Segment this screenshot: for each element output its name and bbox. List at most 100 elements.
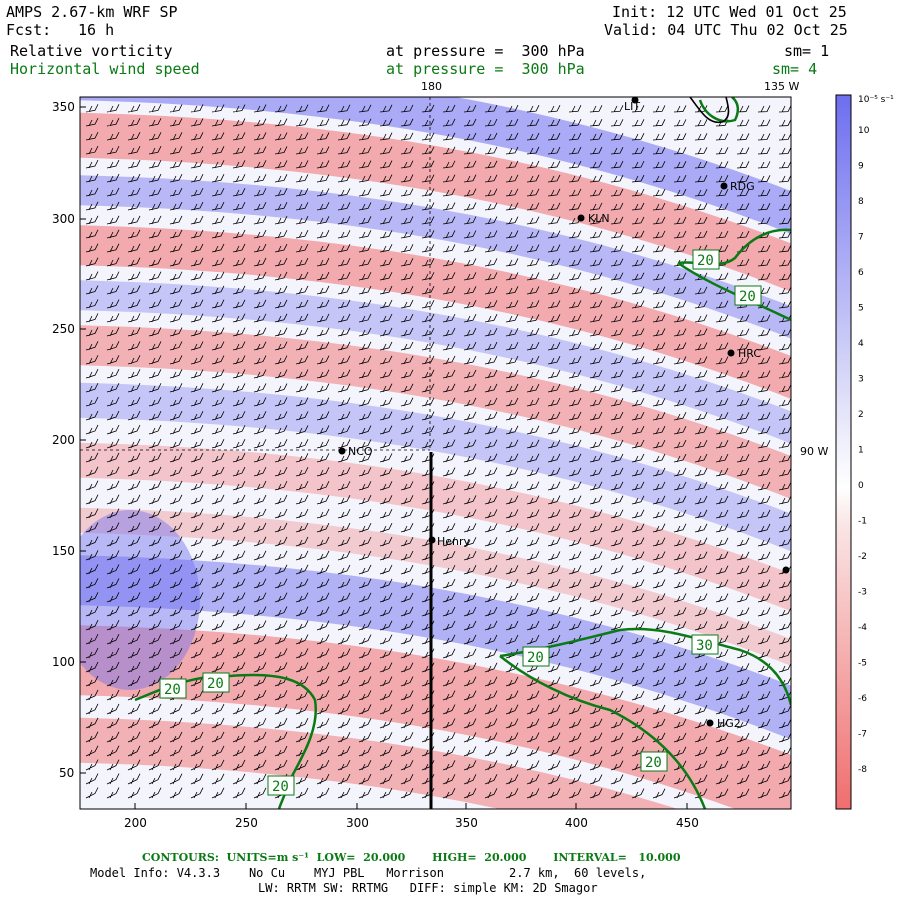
vorticity-band [80, 442, 791, 612]
station-dot [338, 447, 346, 455]
svg-text:30: 30 [696, 638, 713, 654]
wind-barbs [85, 104, 791, 799]
station-dot [631, 96, 639, 104]
colorbar-tick-label: 2 [858, 410, 864, 420]
y-tick-label: 250 [52, 322, 75, 336]
station-label: Henry [437, 535, 471, 548]
field2-smoothing: sm= 4 [772, 60, 818, 78]
colorbar-tick-label: -5 [858, 659, 867, 669]
colorbar-tick-label: -1 [858, 517, 867, 527]
forecast-label: Fcst: [6, 21, 52, 39]
svg-text:20: 20 [739, 289, 756, 305]
station-dot [720, 182, 728, 190]
plot-frame [79, 96, 792, 810]
x-tick-label: 200 [124, 816, 147, 830]
colorbar-tick-label: -7 [858, 730, 867, 740]
meridian-label-135w: 135 W [764, 80, 799, 93]
colorbar-tick-label: 8 [858, 197, 864, 207]
contour-label: 20 [159, 678, 187, 699]
station-label: LIT [624, 100, 640, 113]
wind-contours [134, 97, 791, 809]
meridian-label-90w: 90 W [800, 445, 828, 458]
colorbar-tick-label: -3 [858, 588, 867, 598]
colorbar-tick-label: 6 [858, 268, 864, 278]
colorbar-tick-label: -2 [858, 552, 867, 562]
y-tick-label: 200 [52, 433, 75, 447]
field2-level: at pressure = 300 hPa [386, 60, 585, 78]
station-label: HRC [738, 347, 761, 360]
contour-label: 20 [640, 751, 668, 772]
y-tick-label: 50 [59, 766, 74, 780]
contour-label: 20 [692, 249, 720, 270]
vorticity-band [80, 717, 678, 809]
colorbar-tick-label: 7 [858, 233, 864, 243]
contour-label: 20 [267, 775, 295, 796]
vorticity-band [80, 507, 791, 666]
stations: LIT RDG KLN HRC NCO Henry HG2 [338, 96, 790, 730]
axis-labels: 350 300 250 200 150 100 50 200 250 300 3… [52, 80, 828, 830]
axis-ticks [80, 106, 688, 809]
station-dot [727, 349, 735, 357]
forecast-value: 16 h [78, 21, 115, 39]
colorbar-tick-label: -6 [858, 694, 867, 704]
valid-time: Valid: 04 UTC Thu 02 Oct 25 [604, 21, 848, 39]
station-label: HG2 [717, 717, 741, 730]
station-dot [577, 214, 585, 222]
field1-name: Relative vorticity [10, 42, 173, 60]
vorticity-band [80, 325, 791, 500]
vorticity-blob [80, 510, 200, 690]
colorbar [835, 94, 852, 810]
contour-label: 20 [734, 285, 762, 306]
station-label: KLN [588, 212, 610, 225]
svg-text:20: 20 [697, 253, 714, 269]
colorbar-tick-label: -4 [858, 623, 867, 633]
y-tick-label: 100 [52, 655, 75, 669]
station-label: NCO [348, 445, 373, 458]
field1-smoothing: sm= 1 [784, 42, 830, 60]
colorbar-tick-label: -8 [858, 765, 867, 775]
svg-text:20: 20 [272, 779, 289, 795]
x-tick-label: 400 [565, 816, 588, 830]
colorbar-tick-label: 0 [858, 481, 864, 491]
colorbar-tick-label: 9 [858, 162, 864, 172]
model-info: Model Info: V4.3.3 No Cu MYJ PBL Morriso… [90, 866, 647, 880]
vorticity-band [80, 225, 791, 400]
y-tick-label: 300 [52, 212, 75, 226]
meridian-label-180: 180 [421, 80, 442, 93]
y-tick-label: 350 [52, 100, 75, 114]
station-dot [706, 719, 714, 727]
colorbar-tick-label: 3 [858, 375, 864, 385]
x-tick-label: 300 [346, 816, 369, 830]
svg-text:20: 20 [207, 676, 224, 692]
svg-text:20: 20 [527, 650, 544, 666]
x-tick-label: 450 [676, 816, 699, 830]
coastline [689, 97, 730, 124]
contour-label: 20 [202, 672, 230, 693]
colorbar-tick-label: 5 [858, 304, 864, 314]
contour-label: 20 [522, 646, 550, 667]
station-dot [782, 566, 790, 574]
station-label: RDG [730, 180, 755, 193]
colorbar-tick-label: 4 [858, 339, 864, 349]
contour-label: 30 [691, 634, 719, 655]
x-tick-label: 250 [235, 816, 258, 830]
y-tick-label: 150 [52, 544, 75, 558]
init-time: Init: 12 UTC Wed 01 Oct 25 [612, 3, 847, 21]
vorticity-field [80, 97, 791, 809]
contour-label-group: 20 20 20 20 20 20 20 30 [159, 249, 762, 796]
field2-name: Horizontal wind speed [10, 60, 200, 78]
vorticity-band [80, 112, 791, 292]
vorticity-band [80, 280, 791, 444]
svg-text:20: 20 [645, 755, 662, 771]
contours-info: CONTOURS: UNITS=m s⁻¹ LOW= 20.000 HIGH= … [142, 851, 681, 864]
model-title: AMPS 2.67-km WRF SP [6, 3, 178, 21]
colorbar-unit: 10⁻⁵ s⁻¹ [858, 95, 894, 105]
colorbar-tick-label: 10 [858, 126, 870, 136]
colorbar-tick-label: 1 [858, 446, 864, 456]
vorticity-band [80, 625, 791, 809]
physics-info: LW: RRTM SW: RRTMG DIFF: simple KM: 2D S… [258, 881, 598, 895]
field1-level: at pressure = 300 hPa [386, 42, 585, 60]
vorticity-band [80, 555, 791, 740]
